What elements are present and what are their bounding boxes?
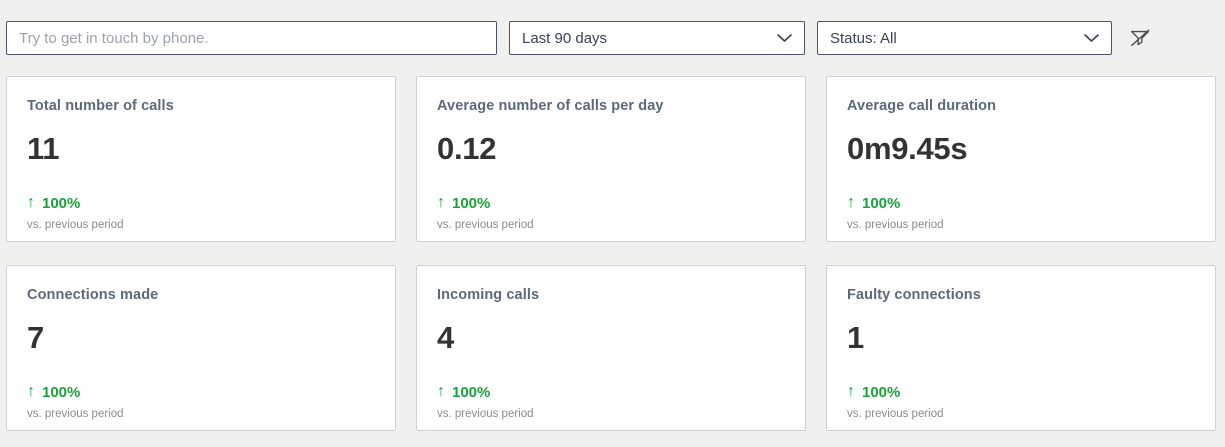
filter-off-icon bbox=[1131, 29, 1150, 47]
card-trend: ↑ 100% bbox=[847, 383, 1195, 401]
trend-change: 100% bbox=[452, 383, 491, 401]
card-compare-label: vs. previous period bbox=[847, 219, 944, 231]
stats-grid: Total number of calls 11 ↑ 100% vs. prev… bbox=[6, 76, 1216, 431]
card-value: 4 bbox=[437, 320, 454, 355]
trend-change: 100% bbox=[42, 383, 81, 401]
card-value: 1 bbox=[847, 320, 864, 355]
card-title: Connections made bbox=[27, 287, 159, 303]
card-value: 0.12 bbox=[437, 131, 497, 166]
chevron-down-icon bbox=[1084, 34, 1099, 42]
card-compare-label: vs. previous period bbox=[437, 219, 534, 231]
card-compare-label: vs. previous period bbox=[27, 219, 124, 231]
trend-up-icon: ↑ bbox=[847, 194, 855, 211]
stat-card-total-calls: Total number of calls 11 ↑ 100% vs. prev… bbox=[6, 76, 396, 242]
card-title: Total number of calls bbox=[27, 98, 174, 114]
card-trend: ↑ 100% bbox=[847, 194, 1195, 212]
card-title: Average call duration bbox=[847, 98, 997, 114]
card-compare-label: vs. previous period bbox=[27, 408, 124, 420]
trend-up-icon: ↑ bbox=[437, 194, 445, 211]
trend-change: 100% bbox=[862, 194, 901, 212]
date-range-dropdown[interactable]: Last 90 days bbox=[509, 21, 805, 55]
card-value: 11 bbox=[27, 131, 60, 166]
chevron-down-icon bbox=[777, 34, 792, 42]
status-dropdown[interactable]: Status: All bbox=[817, 21, 1112, 55]
trend-up-icon: ↑ bbox=[847, 383, 855, 400]
card-trend: ↑ 100% bbox=[27, 194, 375, 212]
stat-card-avg-calls-per-day: Average number of calls per day 0.12 ↑ 1… bbox=[416, 76, 806, 242]
trend-up-icon: ↑ bbox=[437, 383, 445, 400]
trend-change: 100% bbox=[42, 194, 81, 212]
card-compare-label: vs. previous period bbox=[847, 408, 944, 420]
date-range-value: Last 90 days bbox=[522, 29, 608, 47]
stat-card-avg-call-duration: Average call duration 0m9.45s ↑ 100% vs.… bbox=[826, 76, 1216, 242]
card-compare-label: vs. previous period bbox=[437, 408, 534, 420]
trend-change: 100% bbox=[862, 383, 901, 401]
card-trend: ↑ 100% bbox=[27, 383, 375, 401]
clear-filters-button[interactable] bbox=[1126, 24, 1154, 52]
card-title: Average number of calls per day bbox=[437, 98, 664, 114]
card-title: Incoming calls bbox=[437, 287, 540, 303]
search-input[interactable] bbox=[6, 21, 497, 55]
trend-up-icon: ↑ bbox=[27, 383, 35, 400]
stat-card-connections-made: Connections made 7 ↑ 100% vs. previous p… bbox=[6, 265, 396, 431]
stat-card-faulty-connections: Faulty connections 1 ↑ 100% vs. previous… bbox=[826, 265, 1216, 431]
card-value: 0m9.45s bbox=[847, 131, 968, 166]
stat-card-incoming-calls: Incoming calls 4 ↑ 100% vs. previous per… bbox=[416, 265, 806, 431]
trend-up-icon: ↑ bbox=[27, 194, 35, 211]
card-trend: ↑ 100% bbox=[437, 383, 785, 401]
card-title: Faulty connections bbox=[847, 287, 981, 303]
trend-change: 100% bbox=[452, 194, 491, 212]
card-trend: ↑ 100% bbox=[437, 194, 785, 212]
card-value: 7 bbox=[27, 320, 44, 355]
status-value: Status: All bbox=[830, 29, 897, 47]
